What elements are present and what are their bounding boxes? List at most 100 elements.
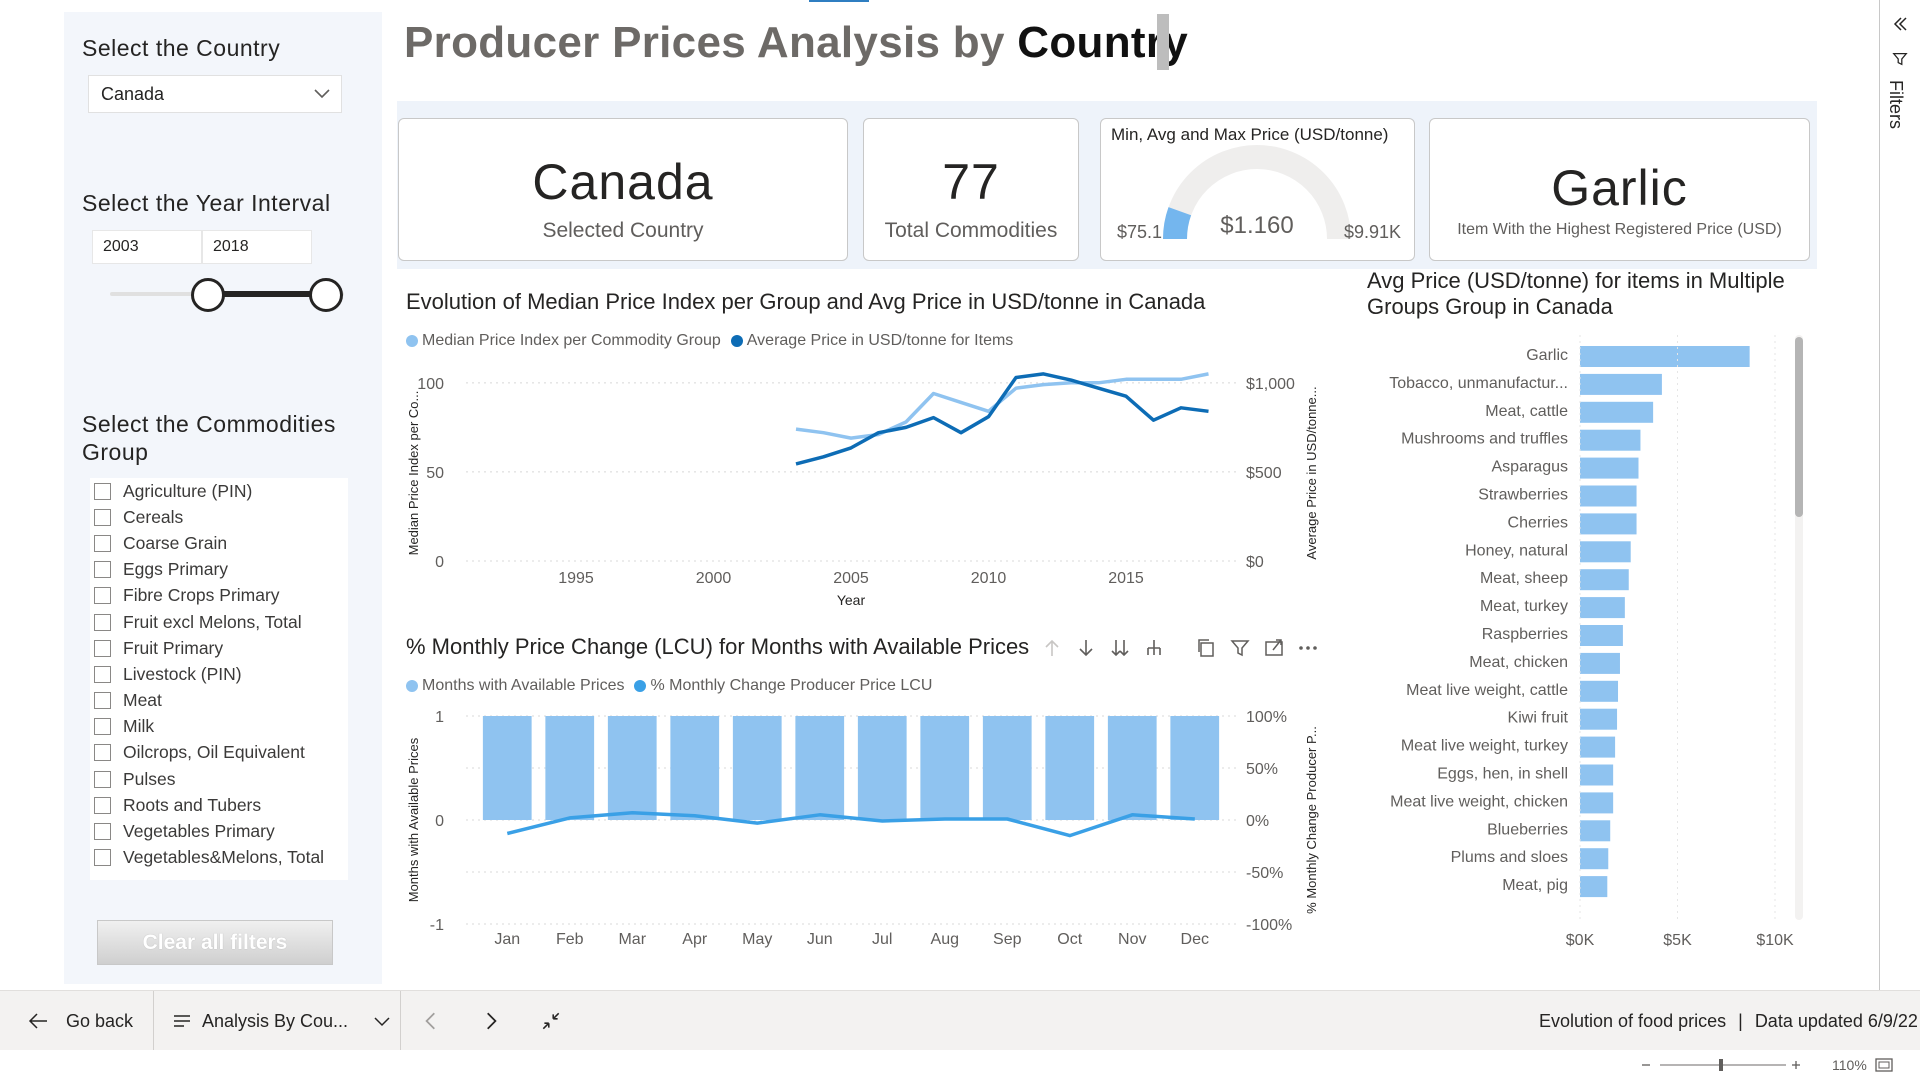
y-left-tick: 1 bbox=[435, 709, 444, 726]
year-to-input[interactable]: 2018 bbox=[202, 230, 312, 264]
x-tick: Aug bbox=[931, 931, 959, 948]
bar-chart[interactable]: Garlic Tobacco, unmanufactur... Meat, catt… bbox=[1350, 335, 1870, 955]
copy-visual-icon[interactable] bbox=[1194, 636, 1218, 660]
group-checkbox-item[interactable]: Fibre Crops Primary bbox=[90, 583, 348, 609]
legend-avg-price[interactable]: Average Price in USD/tonne for Items bbox=[730, 332, 1013, 350]
more-options-icon[interactable] bbox=[1296, 636, 1320, 660]
title-cursor-mark bbox=[1157, 14, 1169, 70]
expand-all-down-icon[interactable] bbox=[1108, 636, 1132, 660]
expand-hierarchy-icon[interactable] bbox=[1142, 636, 1166, 660]
fit-to-page-icon[interactable] bbox=[1874, 1055, 1894, 1075]
item-bar bbox=[1580, 541, 1631, 563]
item-bar bbox=[1580, 876, 1608, 898]
group-checkbox-item[interactable]: Pulses bbox=[90, 766, 348, 792]
checkbox-label: Coarse Grain bbox=[123, 532, 228, 553]
checkbox-label: Vegetables&Melons, Total bbox=[123, 847, 325, 868]
month-bar bbox=[732, 716, 782, 820]
group-checkbox-item[interactable]: Coarse Grain bbox=[90, 530, 348, 556]
zoom-slider[interactable] bbox=[1636, 1050, 1816, 1080]
checkbox[interactable] bbox=[94, 587, 111, 605]
page-selector-label: Analysis By Cou... bbox=[202, 1010, 349, 1031]
checkbox[interactable] bbox=[94, 482, 111, 500]
country-dropdown[interactable]: Canada bbox=[88, 75, 342, 113]
year-slider-end-handle[interactable] bbox=[309, 278, 343, 312]
line-chart[interactable]: 100 50 0 $1,000 $500 $0 1995 2000 2005 2010 2015 Ye… bbox=[398, 355, 1328, 615]
legend-dot-icon bbox=[406, 680, 418, 692]
x-tick: 2005 bbox=[833, 570, 869, 587]
checkbox-label: Fibre Crops Primary bbox=[123, 585, 280, 606]
group-checkbox-item[interactable]: Cereals bbox=[90, 504, 348, 530]
group-checkbox-item[interactable]: Roots and Tubers bbox=[90, 792, 348, 818]
checkbox[interactable] bbox=[94, 692, 111, 710]
chevron-down-icon bbox=[374, 1017, 390, 1027]
group-checkbox-item[interactable]: Meat bbox=[90, 688, 348, 714]
y-left-axis-label: Median Price Index per Co... bbox=[406, 391, 421, 556]
x-tick: 2010 bbox=[971, 570, 1007, 587]
zoom-slider-thumb bbox=[1719, 1059, 1723, 1071]
gauge-min: $75.1 bbox=[1117, 222, 1162, 242]
category-label: Meat live weight, chicken bbox=[1390, 793, 1568, 810]
category-label: Kiwi fruit bbox=[1508, 710, 1569, 727]
legend-months-available[interactable]: Months with Available Prices bbox=[406, 677, 624, 695]
group-checkbox-item[interactable]: Vegetables&Melons, Total bbox=[90, 845, 348, 871]
bar-chart-title-line2: Groups Group in Canada bbox=[1367, 294, 1613, 319]
combo-chart[interactable]: 100% 50% 0% -50% -100% 1 0 -1 Jan Feb Mar Apr May Jun… bbox=[398, 700, 1328, 960]
checkbox[interactable] bbox=[94, 665, 111, 683]
month-bar bbox=[857, 716, 907, 820]
focus-mode-icon[interactable] bbox=[1262, 636, 1286, 660]
filters-pane-collapsed[interactable] bbox=[1879, 0, 1920, 990]
go-back-button[interactable]: Go back bbox=[26, 991, 133, 1051]
checkbox[interactable] bbox=[94, 770, 111, 788]
y-right-tick: $0 bbox=[1246, 554, 1264, 571]
legend-label: % Monthly Change Producer Price LCU bbox=[650, 677, 933, 694]
legend-label: Median Price Index per Commodity Group bbox=[422, 332, 721, 349]
group-checkbox-item[interactable]: Vegetables Primary bbox=[90, 818, 348, 844]
collapse-icon[interactable] bbox=[540, 1010, 562, 1032]
group-checkbox-item[interactable]: Fruit Primary bbox=[90, 635, 348, 661]
x-tick: Jun bbox=[807, 931, 833, 948]
group-checkbox-item[interactable]: Fruit excl Melons, Total bbox=[90, 609, 348, 635]
legend-monthly-change[interactable]: % Monthly Change Producer Price LCU bbox=[634, 677, 932, 695]
scrollbar-thumb[interactable] bbox=[1795, 337, 1803, 517]
checkbox[interactable] bbox=[94, 796, 111, 814]
checkbox[interactable] bbox=[94, 718, 111, 736]
previous-page-icon[interactable] bbox=[420, 1010, 442, 1032]
checkbox[interactable] bbox=[94, 534, 111, 552]
checkbox[interactable] bbox=[94, 508, 111, 526]
report-name: Evolution of food prices bbox=[1539, 1010, 1727, 1031]
group-checkbox-item[interactable]: Milk bbox=[90, 714, 348, 740]
month-bar bbox=[545, 716, 595, 820]
category-label: Asparagus bbox=[1492, 459, 1569, 476]
year-from-input[interactable]: 2003 bbox=[92, 230, 202, 264]
year-slider-start-handle[interactable] bbox=[191, 278, 225, 312]
x-tick: Nov bbox=[1118, 931, 1146, 948]
x-tick: 1995 bbox=[558, 570, 594, 587]
checkbox[interactable] bbox=[94, 639, 111, 657]
group-checkbox-item[interactable]: Eggs Primary bbox=[90, 557, 348, 583]
filter-icon[interactable] bbox=[1228, 636, 1252, 660]
drill-up-icon[interactable] bbox=[1040, 636, 1064, 660]
drill-down-icon[interactable] bbox=[1074, 636, 1098, 660]
checkbox[interactable] bbox=[94, 823, 111, 841]
checkbox[interactable] bbox=[94, 744, 111, 762]
next-page-icon[interactable] bbox=[480, 1010, 502, 1032]
category-label: Raspberries bbox=[1482, 626, 1568, 643]
page-selector[interactable]: Analysis By Cou... bbox=[172, 991, 392, 1051]
y-right-tick: $500 bbox=[1246, 465, 1282, 482]
y-left-tick: 50 bbox=[426, 465, 444, 482]
group-checkbox-item[interactable]: Agriculture (PIN) bbox=[90, 478, 348, 504]
checkbox[interactable] bbox=[94, 849, 111, 867]
checkbox[interactable] bbox=[94, 561, 111, 579]
legend-median-index[interactable]: Median Price Index per Commodity Group bbox=[406, 332, 721, 350]
filters-label[interactable]: Filters bbox=[1886, 80, 1906, 129]
checkbox[interactable] bbox=[94, 613, 111, 631]
x-tick: May bbox=[742, 931, 772, 948]
line-chart-title: Evolution of Median Price Index per Grou… bbox=[406, 289, 1206, 314]
group-checkbox-item[interactable]: Livestock (PIN) bbox=[90, 661, 348, 687]
month-bar bbox=[795, 716, 845, 820]
checkbox-label: Vegetables Primary bbox=[123, 821, 275, 842]
clear-filters-button[interactable]: Clear all filters bbox=[97, 920, 333, 965]
expand-filters-icon[interactable] bbox=[1890, 14, 1910, 34]
group-checkbox-item[interactable]: Oilcrops, Oil Equivalent bbox=[90, 740, 348, 766]
groups-slicer-title-line2: Group bbox=[82, 439, 149, 465]
